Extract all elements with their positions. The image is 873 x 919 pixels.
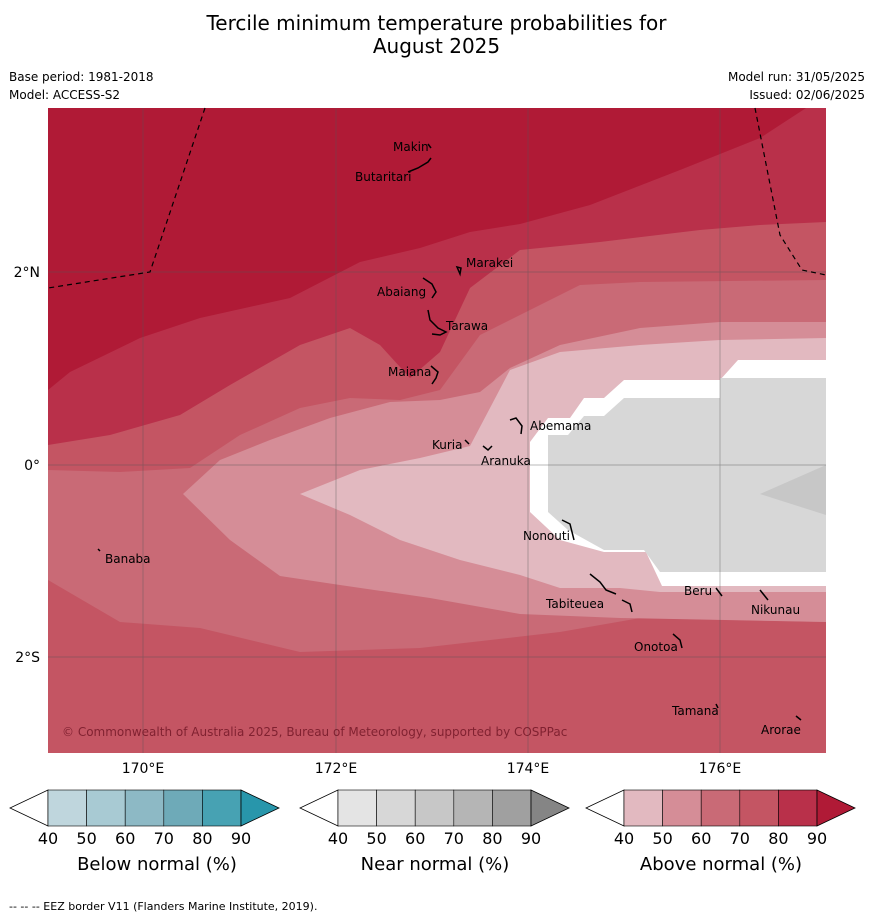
colorbar-near-segment [337,789,377,827]
colorbar-above-tick: 90 [807,829,827,848]
colorbar-near-segment [453,789,493,827]
eez-footnote: -- -- -- EEZ border V11 (Flanders Marine… [9,900,318,913]
colorbars: 40 50 60 70 80 90 40 50 60 70 80 90 40 50 60 70 80 90 [9,789,856,848]
place-label-onotoa: Onotoa [634,640,678,654]
colorbar-near-segment [414,789,455,827]
colorbar-below-segment [124,789,165,827]
place-label-tarawa: Tarawa [445,319,488,333]
colorbar-label-above: Above normal (%) [639,854,803,875]
place-label-banaba: Banaba [105,552,151,566]
colorbar-near-high-extend [530,789,570,827]
place-label-abemama: Abemama [530,419,591,433]
meta-left: Base period: 1981-2018 Model: ACCESS-S2 [9,68,154,104]
map-title: Tercile minimum temperature probabilitie… [0,12,873,58]
lon-label-174e: 174°E [507,761,550,777]
colorbar-above-tick: 50 [652,829,672,848]
place-label-kuria: Kuria [432,438,463,452]
eez-border [47,107,827,289]
title-line-1: Tercile minimum temperature probabilitie… [206,11,667,35]
colorbar-below-high-extend [240,789,280,827]
lat-label-2s: 2°S [15,650,40,666]
meta-right: Model run: 31/05/2025 Issued: 02/06/2025 [728,68,865,104]
colorbar-below-segment [86,789,126,827]
model-name: Model: ACCESS-S2 [9,88,121,102]
colorbar-above-high-extend [816,789,856,827]
gridlines [48,108,826,753]
colorbar-below-tick: 60 [115,829,135,848]
copyright-text: © Commonwealth of Australia 2025, Bureau… [62,725,567,739]
colorbar-label-below: Below normal (%) [77,854,237,875]
colorbar-above-segment [623,789,663,827]
place-label-butaritari: Butaritari [355,170,412,184]
probability-field [48,108,826,753]
place-label-arorae: Arorae [761,723,801,737]
colorbar-near-tick: 50 [366,829,386,848]
colorbar-above-segment [662,789,702,827]
colorbar-above-segment [700,789,741,827]
place-label-abaiang: Abaiang [377,285,426,299]
lon-label-170e: 170°E [122,761,165,777]
lat-label-0: 0° [24,458,40,474]
colorbar-below-tick: 40 [38,829,58,848]
place-label-makin: Makin [393,140,429,154]
colorbar-below-tick: 70 [154,829,174,848]
place-label-maiana: Maiana [388,365,431,379]
model-run: Model run: 31/05/2025 [727,70,865,84]
colorbar-above-tick: 60 [691,829,711,848]
place-label-tabiteuea: Tabiteuea [545,597,604,611]
base-period: Base period: 1981-2018 [9,70,154,84]
colorbar-below-low-extend [9,789,49,827]
lat-label-2n: 2°N [14,265,40,281]
colorbar-near-tick: 70 [444,829,464,848]
colorbar-near-tick: 80 [482,829,502,848]
place-label-marakei: Marakei [466,256,513,270]
colorbar-below-tick: 50 [76,829,96,848]
colorbar-above-tick: 80 [768,829,788,848]
colorbar-above-segment [739,789,779,827]
colorbar-near-tick: 90 [521,829,541,848]
colorbar-near-tick: 40 [328,829,348,848]
title-line-2: August 2025 [372,34,501,58]
colorbar-below-tick: 90 [231,829,251,848]
issued-date: Issued: 02/06/2025 [749,88,865,102]
place-label-nonouti: Nonouti [523,529,570,543]
colorbar-above-segment [778,789,818,827]
colorbar-above-low-extend [585,789,625,827]
place-label-nikunau: Nikunau [751,603,800,617]
colorbar-near-tick: 60 [405,829,425,848]
place-label-aranuka: Aranuka [481,454,531,468]
colorbar-near-segment [376,789,416,827]
place-label-beru: Beru [684,584,712,598]
lon-label-176e: 176°E [699,761,742,777]
place-label-tamana: Tamana [671,704,719,718]
lon-label-172e: 172°E [315,761,358,777]
colorbar-above-tick: 40 [614,829,634,848]
islands [97,143,802,721]
colorbar-near-segment [492,789,532,827]
colorbar-below-tick: 80 [192,829,212,848]
colorbar-below-segment [47,789,87,827]
colorbar-below-segment [202,789,242,827]
colorbar-below-segment [163,789,203,827]
colorbar-label-near: Near normal (%) [360,854,510,875]
colorbar-near-low-extend [299,789,339,827]
colorbar-above-tick: 70 [730,829,750,848]
